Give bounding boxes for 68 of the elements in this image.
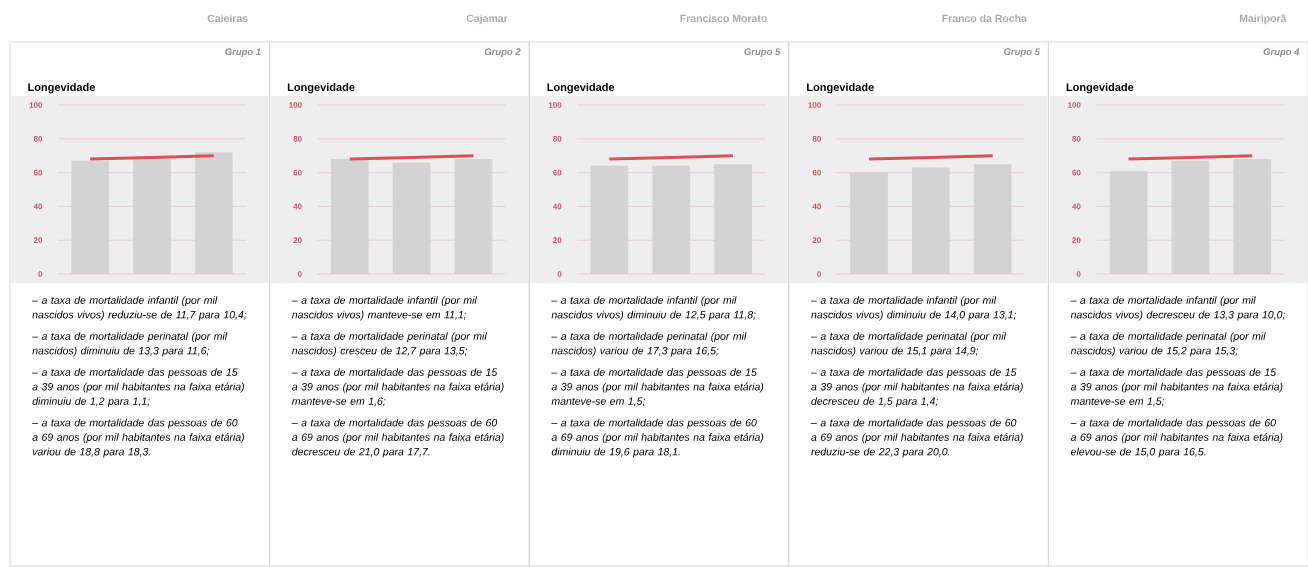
bar	[194, 152, 233, 274]
text: – a taxa de mortalidade infantil (por mil nascidos vivos) reduziu-se de 11,7 para 10,4;	[32, 296, 247, 321]
y-tick-label: 100	[808, 102, 821, 108]
y-tick-label: 0	[38, 271, 43, 277]
text: – a taxa de mortalidade infantil (por mil nascidos vivos) manteve-se em 11,1;	[291, 296, 477, 321]
text: – a taxa de mortalidade perinatal (por mil nascidos) diminuiu de 13,3 para 11,6;	[32, 332, 228, 357]
text: – a taxa de mortalidade das pessoas de 60 a 69 anos (por mil habitantes na faixa etária) variou de 18,8 para 18,3.	[32, 418, 244, 458]
text: – a taxa de mortalidade das pessoas de 60 a 69 anos (por mil habitantes na faixa etária) reduziu-se de 22,3 para 20,0.	[810, 418, 1023, 458]
y-tick-label: 60	[1072, 169, 1081, 176]
chart-subtitle: Caieiras	[207, 14, 248, 23]
text: – a taxa de mortalidade das pessoas de 60 a 69 anos (por mil habitantes na faixa etária) diminuiu de 19,6 para 18,1.	[551, 418, 764, 458]
chart-subtitle: Francisco Morato	[680, 14, 767, 23]
chart-subtitle: Mairiporã	[1239, 14, 1287, 25]
text: Grupo 1	[225, 48, 261, 57]
text: Grupo 5	[1003, 48, 1040, 57]
text: Grupo 5	[744, 48, 781, 57]
text: – a taxa de mortalidade das pessoas de 15 a 39 anos (por mil habitantes na faixa etária) diminuiu de 1,2 para 1,1;	[32, 368, 244, 407]
y-tick-label: 100	[289, 102, 302, 108]
text: – a taxa de mortalidade das pessoas de 15 a 39 anos (por mil habitantes na faixa etária) decresceu de 1,5 para 1,4;	[810, 368, 1023, 407]
y-tick-label: 40	[812, 203, 821, 210]
y-tick-label: 80	[33, 135, 43, 142]
text: – a taxa de mortalidade perinatal (por mil nascidos) variou de 17,3 para 16,5;	[551, 332, 747, 357]
y-tick-label: 80	[812, 135, 821, 142]
y-tick-label: 60	[33, 169, 43, 176]
text: – a taxa de mortalidade perinatal (por mil nascidos) variou de 15,2 para 15,3;	[1070, 332, 1266, 357]
y-tick-label: 20	[553, 237, 562, 244]
y-tick-label: 100	[548, 102, 562, 108]
y-tick-label: 100	[29, 102, 43, 108]
text: Grupo 2	[484, 48, 521, 57]
text: – a taxa de mortalidade infantil (por mil nascidos vivos) diminuiu de 14,0 para 13,1;	[810, 296, 1017, 321]
y-tick-label: 100	[1068, 102, 1081, 108]
chart-subtitle: Franco da Rocha	[942, 14, 1027, 23]
chart-subtitle: Cajamar	[466, 14, 508, 25]
y-tick-label: 40	[293, 203, 302, 210]
y-tick-label: 60	[553, 169, 562, 176]
text: – a taxa de mortalidade infantil (por mil nascidos vivos) diminuiu de 12,5 para 11,8;	[551, 296, 756, 321]
y-tick-label: 20	[1072, 237, 1081, 244]
text: – a taxa de mortalidade das pessoas de 15 a 39 anos (por mil habitantes na faixa etária) manteve-se em 1,5;	[1070, 368, 1283, 407]
y-tick-label: 40	[33, 203, 43, 210]
y-tick-label: 0	[297, 271, 302, 277]
chart-title: Longevidade	[547, 83, 615, 94]
text: – a taxa de mortalidade perinatal (por mil nascidos) cresceu de 12,7 para 13,5;	[291, 332, 487, 357]
chart-title: Longevidade	[28, 83, 95, 94]
y-tick-label: 60	[293, 169, 302, 176]
bar	[133, 159, 171, 274]
y-tick-label: 0	[1076, 271, 1081, 277]
y-tick-label: 0	[557, 271, 562, 277]
y-tick-label: 20	[33, 237, 43, 244]
y-tick-label: 80	[553, 135, 562, 142]
text: – a taxa de mortalidade das pessoas de 15 a 39 anos (por mil habitantes na faixa etária) manteve-se em 1,5;	[551, 368, 764, 407]
text: – a taxa de mortalidade perinatal (por mil nascidos) variou de 15,1 para 14,9;	[810, 332, 1007, 357]
y-tick-label: 80	[1072, 135, 1081, 142]
bar	[71, 160, 110, 274]
y-tick-label: 40	[1072, 203, 1081, 210]
y-tick-label: 20	[293, 237, 302, 244]
y-tick-label: 0	[817, 271, 821, 277]
y-tick-label: 20	[812, 237, 821, 244]
y-tick-label: 40	[552, 203, 562, 210]
y-tick-label: 80	[293, 135, 302, 142]
chart-title: Longevidade	[1066, 83, 1134, 94]
text: – a taxa de mortalidade das pessoas de 60 a 69 anos (por mil habitantes na faixa etária) decresceu de 21,0 para 17,7.	[291, 418, 504, 458]
chart-title: Longevidade	[287, 83, 355, 94]
text: Grupo 4	[1263, 48, 1300, 57]
text: – a taxa de mortalidade das pessoas de 60 a 69 anos (por mil habitantes na faixa etária) elevou-se de 15,0 para 16,5.	[1070, 418, 1283, 458]
y-tick-label: 60	[812, 169, 821, 176]
text: – a taxa de mortalidade das pessoas de 15 a 39 anos (por mil habitantes na faixa etária) manteve-se em 1,6;	[291, 368, 504, 407]
text: – a taxa de mortalidade infantil (por mil nascidos vivos) decresceu de 13,3 para 10,0;	[1070, 296, 1285, 321]
chart-title: Longevidade	[807, 83, 874, 94]
